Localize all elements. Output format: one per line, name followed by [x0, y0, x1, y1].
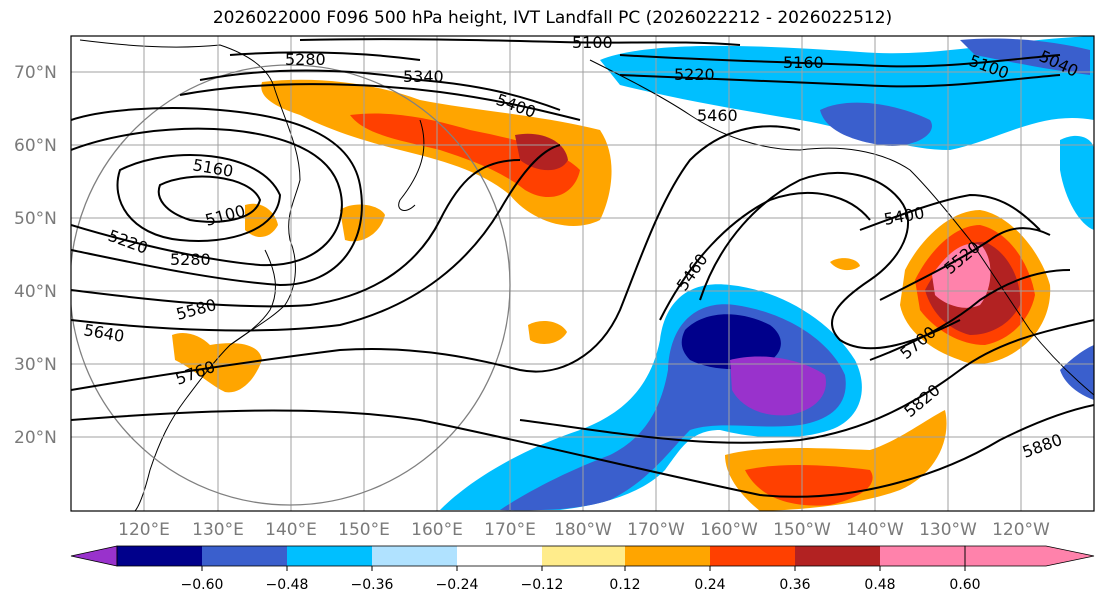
contour-5220-west: [71, 127, 343, 267]
lat-label: 50°N: [14, 209, 57, 229]
ivt-positive-blob-3: [528, 320, 567, 344]
colorbar-tick-label: −0.24: [436, 577, 479, 593]
ivt-negative-central-dark: [681, 314, 781, 370]
ivt-negative-ne-core: [960, 38, 1090, 75]
lat-label: 70°N: [14, 63, 57, 83]
contour-5220-north: [619, 74, 1061, 88]
contour-label: 5280: [170, 250, 211, 269]
contour-label: 5280: [285, 50, 326, 69]
colorbar: −0.60 −0.48 −0.36 −0.24 −0.12 0.12 0.24 …: [70, 545, 1095, 593]
ivt-negative-east: [1060, 135, 1094, 230]
ivt-positive-blob-1: [340, 204, 385, 242]
colorbar-segment: [542, 546, 625, 566]
colorbar-extend-right: [964, 545, 1095, 567]
colorbar-extend-left: [70, 545, 118, 567]
map-frame: [70, 35, 1095, 512]
contour-5760: [71, 125, 801, 391]
contour-5400-north: [179, 83, 581, 121]
colorbar-segment: [795, 546, 880, 566]
latitude-labels: 70°N 60°N 50°N 40°N 30°N 20°N: [14, 63, 57, 448]
ivt-positive-blob-5: [830, 258, 860, 271]
ivt-negative-se: [1060, 345, 1094, 400]
contour-5340: [199, 69, 561, 111]
contour-5280-north: [229, 51, 421, 61]
map-title: 2026022000 F096 500 hPa height, IVT Land…: [212, 8, 893, 28]
contour-label: 5100: [572, 33, 613, 52]
radius-circle: [71, 64, 511, 506]
lon-label: 150°E: [338, 520, 390, 540]
colorbar-segment: [880, 546, 965, 566]
longitude-labels: 120°E 130°E 140°E 150°E 160°E 170°E 180°…: [118, 520, 1050, 540]
colorbar-tick-label: 0.60: [949, 577, 980, 593]
contour-label: 5460: [697, 106, 738, 125]
lon-label: 170°E: [484, 520, 536, 540]
contour-5640: [71, 144, 561, 332]
colorbar-segment: [117, 546, 202, 566]
contour-5580: [71, 159, 521, 308]
contour-5100-low: [157, 175, 262, 223]
lat-label: 30°N: [14, 355, 57, 375]
colorbar-segment: [710, 546, 795, 566]
contour-5100-north: [299, 38, 741, 46]
colorbar-tick-label: −0.48: [266, 577, 309, 593]
lon-label: 130°W: [919, 520, 977, 540]
ivt-negative-north-core: [820, 102, 932, 146]
contour-5160-north: [619, 54, 1061, 68]
lon-label: 120°E: [118, 520, 170, 540]
colorbar-tick-label: −0.12: [521, 577, 564, 593]
colorbar-segment: [457, 546, 542, 566]
coastlines: [79, 39, 1094, 511]
contour-5700: [869, 269, 1071, 361]
colorbar-outline: [116, 545, 966, 567]
alaska-coast: [589, 59, 1094, 396]
ivt-positive-north: [261, 79, 612, 226]
lat-label: 20°N: [14, 428, 57, 448]
lon-label: 150°W: [773, 520, 831, 540]
contour-5160-low: [116, 154, 282, 242]
ivt-negative-north: [600, 36, 1094, 150]
contour-5520: [879, 227, 1051, 301]
colorbar-tick-label: 0.12: [609, 577, 640, 593]
lon-label: 160°W: [700, 520, 758, 540]
lon-label: 120°W: [992, 520, 1050, 540]
ivt-positive-north-dark: [515, 133, 568, 171]
colorbar-segment: [372, 546, 457, 566]
colorbar-tick-label: −0.36: [351, 577, 394, 593]
colorbar-segment: [202, 546, 287, 566]
colorbar-segment: [625, 546, 710, 566]
height-contours: [71, 38, 1094, 498]
asia-coast: [79, 39, 301, 511]
lat-label: 40°N: [14, 282, 57, 302]
contour-label: 5340: [403, 67, 444, 86]
colorbar-tick-label: 0.24: [694, 577, 725, 593]
ivt-positive-blob-4: [172, 333, 262, 393]
lon-label: 170°W: [627, 520, 685, 540]
colorbar-tick-label: 0.36: [779, 577, 810, 593]
lon-label: 160°E: [411, 520, 463, 540]
ivt-positive-east-pink: [932, 243, 991, 308]
lon-label: 140°W: [846, 520, 904, 540]
colorbar-tick-label: −0.60: [181, 577, 224, 593]
contour-5460: [659, 192, 871, 321]
contour-5280-west: [71, 107, 363, 287]
kamchatka-coast: [398, 119, 425, 211]
contour-trough-east: [699, 172, 961, 350]
lon-label: 130°E: [192, 520, 244, 540]
contour-label: 5220: [674, 65, 715, 84]
colorbar-tick-label: 0.48: [864, 577, 895, 593]
lon-label: 180°W: [554, 520, 612, 540]
japan-coast: [229, 249, 276, 346]
colorbar-segment: [287, 546, 372, 566]
contour-5400-east: [859, 193, 1041, 231]
lat-label: 60°N: [14, 136, 57, 156]
contour-5880: [71, 404, 1094, 498]
contour-5820: [519, 319, 1094, 444]
lon-label: 140°E: [265, 520, 317, 540]
contour-label: 5160: [783, 53, 824, 72]
